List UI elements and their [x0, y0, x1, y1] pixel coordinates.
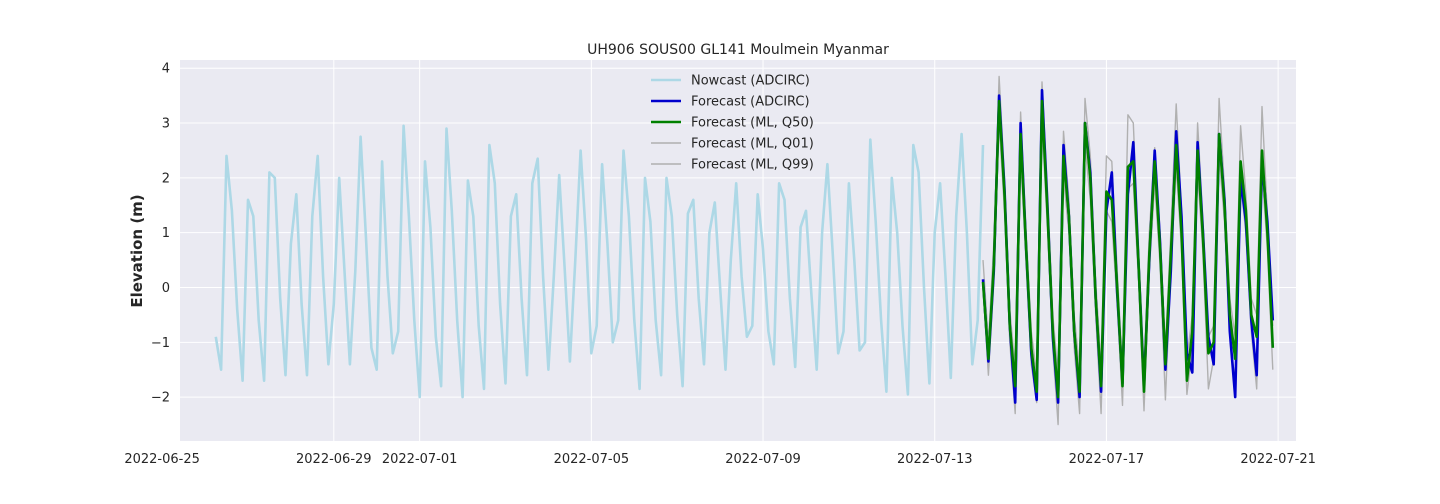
x-tick-label: 2022-06-29: [296, 452, 372, 467]
tick-labels: −2 −1 0 1 2 3 4 2022-06-25 2022-06-29 2022-07-01 2…: [124, 62, 1316, 467]
legend-forecast-adcirc-label: Forecast (ADCIRC): [691, 95, 810, 110]
legend: Nowcast (ADCIRC) Forecast (ADCIRC) Forecas…: [651, 74, 814, 173]
x-tick-label: 2022-07-01: [382, 452, 458, 467]
x-tick-label: 2022-06-25: [124, 452, 200, 467]
x-tick-label: 2022-07-09: [725, 452, 801, 467]
data-series: [214, 75, 1275, 426]
forecast-q50-line: [981, 99, 1275, 399]
y-tick-label: 2: [162, 171, 170, 186]
y-tick-label: −1: [151, 336, 170, 351]
y-tick-label: −2: [151, 391, 170, 406]
x-tick-label: 2022-07-17: [1069, 452, 1145, 467]
y-tick-label: 1: [162, 226, 170, 241]
nowcast-line: [214, 124, 985, 399]
x-tick-label: 2022-07-13: [897, 452, 973, 467]
y-tick-label: 4: [162, 62, 170, 77]
legend-nowcast-label: Nowcast (ADCIRC): [691, 74, 810, 89]
y-tick-label: 3: [162, 117, 170, 132]
x-tick-label: 2022-07-05: [554, 452, 630, 467]
legend-forecast-q50-label: Forecast (ML, Q50): [691, 116, 814, 131]
grid-lines: [161, 60, 1296, 441]
legend-forecast-q99-label: Forecast (ML, Q99): [691, 158, 814, 173]
chart-title: UH906 SOUS00 GL141 Moulmein Myanmar: [587, 42, 889, 58]
x-tick-label: 2022-07-21: [1240, 452, 1316, 467]
y-axis-label: Elevation (m): [128, 194, 146, 307]
legend-forecast-q01-label: Forecast (ML, Q01): [691, 137, 814, 152]
y-tick-label: 0: [162, 281, 170, 296]
